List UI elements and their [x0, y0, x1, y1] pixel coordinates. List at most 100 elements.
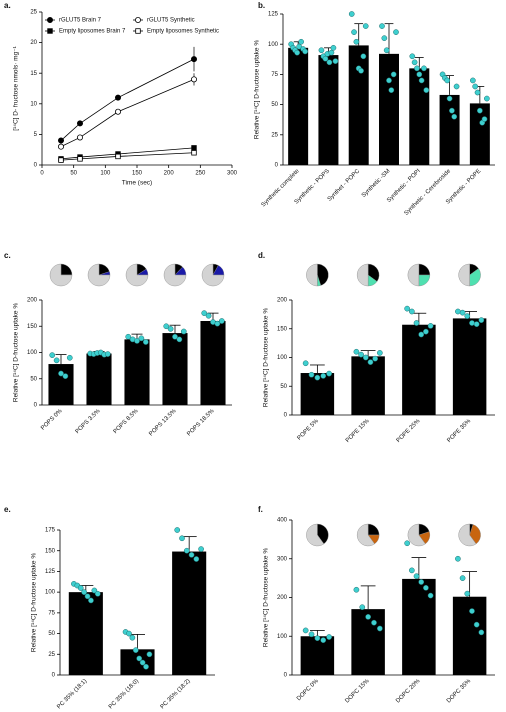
x-tick-label: 200	[164, 171, 175, 177]
legend-label: Empty liposomes Synthetic	[147, 29, 219, 35]
pie-slice	[125, 263, 149, 287]
data-point	[302, 627, 309, 634]
bar	[300, 636, 335, 675]
pie-slice	[458, 263, 470, 287]
data-point	[414, 65, 420, 72]
x-tick-label: POPS 18.5%	[186, 408, 216, 438]
data-point	[205, 312, 212, 319]
panel-label: b.	[258, 1, 265, 10]
pie-slice	[418, 274, 431, 287]
y-tick-label: 100	[277, 355, 288, 361]
pie-slice	[469, 268, 481, 287]
bar	[452, 596, 487, 675]
y-axis-title: Relative [¹⁴C] D-fructose uptake %	[263, 548, 270, 647]
data-point	[427, 592, 434, 599]
data-point	[302, 48, 308, 55]
y-tick-label: 50	[271, 102, 278, 108]
data-point	[474, 89, 481, 96]
x-tick-label: POPE 5%	[297, 418, 321, 442]
y-tick-label: 25	[30, 10, 37, 16]
data-point	[371, 619, 377, 626]
pie-slice	[356, 523, 375, 547]
data-point	[455, 308, 461, 315]
data-point	[179, 535, 185, 542]
panel-label: f.	[258, 505, 263, 514]
data-point	[136, 655, 143, 662]
pie-slice	[367, 263, 380, 282]
bar	[200, 321, 226, 405]
x-tick-label: POPS 0%	[40, 408, 64, 432]
data-point	[418, 331, 425, 338]
data-point	[446, 95, 453, 102]
data-point	[365, 614, 371, 620]
panel-label: a.	[4, 1, 11, 10]
y-tick-label: 0	[284, 673, 288, 679]
bar	[172, 551, 207, 675]
x-tick-label: PC 35% (18:2)	[160, 678, 192, 710]
data-point	[183, 547, 190, 554]
marker	[191, 145, 197, 151]
data-point	[129, 634, 136, 641]
data-point	[348, 11, 355, 17]
data-point	[326, 370, 332, 377]
data-point	[302, 360, 309, 367]
data-point	[58, 370, 64, 377]
x-tick-label: DOPC 15%	[344, 678, 371, 705]
y-tick-label: 100	[268, 42, 279, 48]
y-tick-label: 100	[27, 350, 38, 356]
data-point	[201, 310, 208, 316]
bar	[351, 356, 385, 415]
data-point	[418, 579, 425, 585]
data-point	[53, 357, 60, 364]
data-point	[66, 354, 73, 361]
data-point	[393, 29, 399, 35]
pie-slice	[357, 263, 369, 287]
data-point	[481, 116, 488, 122]
data-point	[142, 339, 149, 345]
data-point	[138, 335, 145, 342]
data-point	[473, 321, 480, 327]
data-point	[163, 323, 170, 330]
x-tick-label: PC 35% (18:0)	[108, 678, 140, 710]
pie-slice	[306, 523, 325, 547]
data-point	[358, 351, 364, 358]
y-tick-label: 400	[277, 518, 288, 524]
data-point	[91, 587, 98, 594]
data-point	[408, 567, 415, 574]
x-tick-label: Synthet - POPC	[327, 168, 362, 203]
data-point	[298, 38, 304, 45]
data-point	[49, 352, 56, 358]
data-point	[383, 47, 390, 54]
panel-label: d.	[258, 251, 265, 260]
data-point	[459, 309, 466, 316]
data-point	[188, 552, 195, 558]
marker	[47, 28, 53, 34]
data-point	[449, 107, 455, 114]
pie-slice	[306, 263, 318, 287]
y-tick-label: 50	[30, 376, 37, 382]
data-point	[464, 313, 471, 319]
data-point	[404, 305, 411, 312]
data-point	[416, 71, 423, 78]
marker	[134, 16, 141, 23]
data-point	[146, 651, 153, 658]
x-tick-label: 50	[70, 171, 77, 177]
y-tick-label: 100	[277, 634, 288, 640]
y-tick-label: 0	[52, 673, 56, 679]
bar	[379, 53, 399, 165]
series-line	[60, 147, 195, 160]
pie-slice	[49, 263, 73, 287]
series-line	[60, 78, 195, 148]
data-point	[353, 348, 360, 355]
marker	[115, 153, 121, 160]
legend-label: rGLUT5 Brain 7	[59, 18, 102, 24]
data-point	[126, 630, 132, 637]
x-tick-label: POPS 13.5%	[148, 408, 178, 438]
pie-slice	[469, 524, 481, 545]
x-tick-label: Synthetic -SM	[361, 168, 392, 199]
data-point	[332, 58, 339, 64]
y-tick-label: 175	[45, 528, 56, 534]
x-tick-label: DOPC 35%	[446, 678, 473, 705]
data-point	[472, 83, 479, 90]
data-point	[94, 590, 101, 597]
